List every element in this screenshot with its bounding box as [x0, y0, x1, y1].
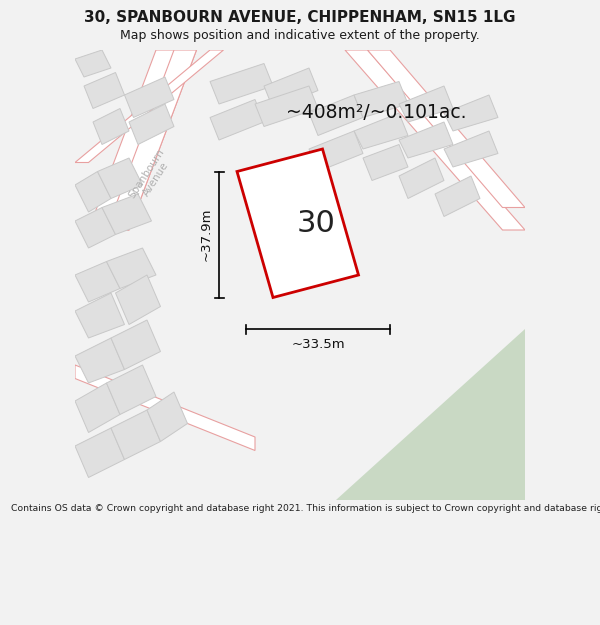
Polygon shape	[102, 194, 151, 234]
Polygon shape	[97, 158, 143, 199]
Polygon shape	[255, 86, 318, 126]
Polygon shape	[107, 365, 156, 414]
Text: 30: 30	[296, 209, 335, 238]
Text: Map shows position and indicative extent of the property.: Map shows position and indicative extent…	[120, 29, 480, 42]
Polygon shape	[309, 95, 363, 136]
Polygon shape	[75, 50, 223, 162]
Text: ~408m²/~0.101ac.: ~408m²/~0.101ac.	[286, 104, 467, 122]
Polygon shape	[210, 64, 273, 104]
Polygon shape	[354, 113, 408, 149]
Polygon shape	[89, 50, 197, 230]
Polygon shape	[147, 392, 187, 441]
Polygon shape	[115, 275, 161, 324]
Polygon shape	[111, 410, 161, 459]
Polygon shape	[367, 50, 525, 208]
Text: Spanbourn
Avenue: Spanbourn Avenue	[127, 146, 176, 206]
Polygon shape	[125, 77, 174, 118]
Polygon shape	[75, 428, 125, 478]
Polygon shape	[309, 131, 363, 171]
Polygon shape	[345, 50, 525, 230]
Polygon shape	[75, 261, 120, 302]
Polygon shape	[84, 72, 125, 109]
Polygon shape	[75, 338, 125, 383]
Polygon shape	[363, 144, 408, 181]
Polygon shape	[264, 68, 318, 109]
Text: ~33.5m: ~33.5m	[291, 338, 345, 351]
Polygon shape	[111, 320, 161, 369]
Polygon shape	[237, 149, 359, 298]
Polygon shape	[75, 50, 111, 77]
Polygon shape	[336, 329, 525, 500]
Polygon shape	[210, 99, 264, 140]
Polygon shape	[399, 158, 444, 199]
Polygon shape	[75, 171, 111, 212]
Polygon shape	[129, 104, 174, 144]
Text: Contains OS data © Crown copyright and database right 2021. This information is : Contains OS data © Crown copyright and d…	[11, 504, 600, 512]
Polygon shape	[435, 176, 480, 216]
Polygon shape	[75, 365, 255, 451]
Polygon shape	[75, 208, 115, 248]
Polygon shape	[399, 122, 453, 158]
Polygon shape	[75, 383, 120, 432]
Polygon shape	[93, 109, 129, 144]
Polygon shape	[399, 86, 453, 122]
Polygon shape	[107, 248, 156, 289]
Polygon shape	[75, 293, 125, 338]
Polygon shape	[444, 95, 498, 131]
Text: ~37.9m: ~37.9m	[199, 208, 212, 261]
Text: 30, SPANBOURN AVENUE, CHIPPENHAM, SN15 1LG: 30, SPANBOURN AVENUE, CHIPPENHAM, SN15 1…	[84, 10, 516, 25]
Polygon shape	[107, 50, 197, 230]
Polygon shape	[354, 81, 408, 118]
Polygon shape	[444, 131, 498, 167]
